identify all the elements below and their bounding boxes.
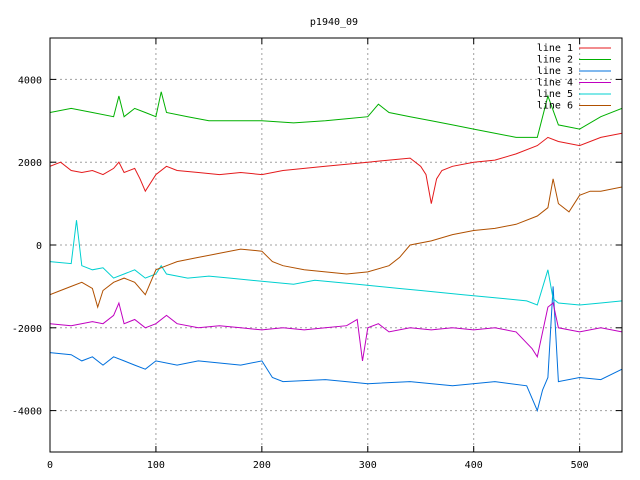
series-group (50, 91, 622, 413)
legend-label: line 2 (537, 55, 573, 66)
series-line-5 (50, 220, 622, 306)
series-line-4 (50, 301, 622, 361)
series-line-1 (50, 132, 622, 204)
y-tick-label: 0 (36, 241, 42, 252)
x-tick-label: 0 (47, 460, 53, 471)
x-tick-label: 500 (571, 460, 589, 471)
axes: 0 100 200 300 400 500 -4000 -2000 0 2000 4000 (12, 37, 623, 471)
legend-label: line 6 (537, 101, 573, 112)
legend-label: line 4 (537, 78, 573, 89)
x-tick-label: 200 (253, 460, 271, 471)
chart-title: p1940_09 (310, 17, 358, 28)
x-tick-label: 400 (465, 460, 483, 471)
series-line-3 (50, 286, 622, 413)
y-tick-label: -2000 (12, 324, 42, 335)
x-tick-label: 100 (147, 460, 165, 471)
legend-label: line 5 (537, 89, 573, 100)
legend-label: line 1 (537, 43, 573, 54)
y-tick-label: 4000 (18, 75, 42, 86)
x-tick-label: 300 (359, 460, 377, 471)
y-tick-label: -4000 (12, 407, 42, 418)
y-tick-label: 2000 (18, 158, 42, 169)
series-line-2 (50, 91, 622, 138)
series-line-6 (50, 178, 622, 309)
legend-label: line 3 (537, 66, 573, 77)
